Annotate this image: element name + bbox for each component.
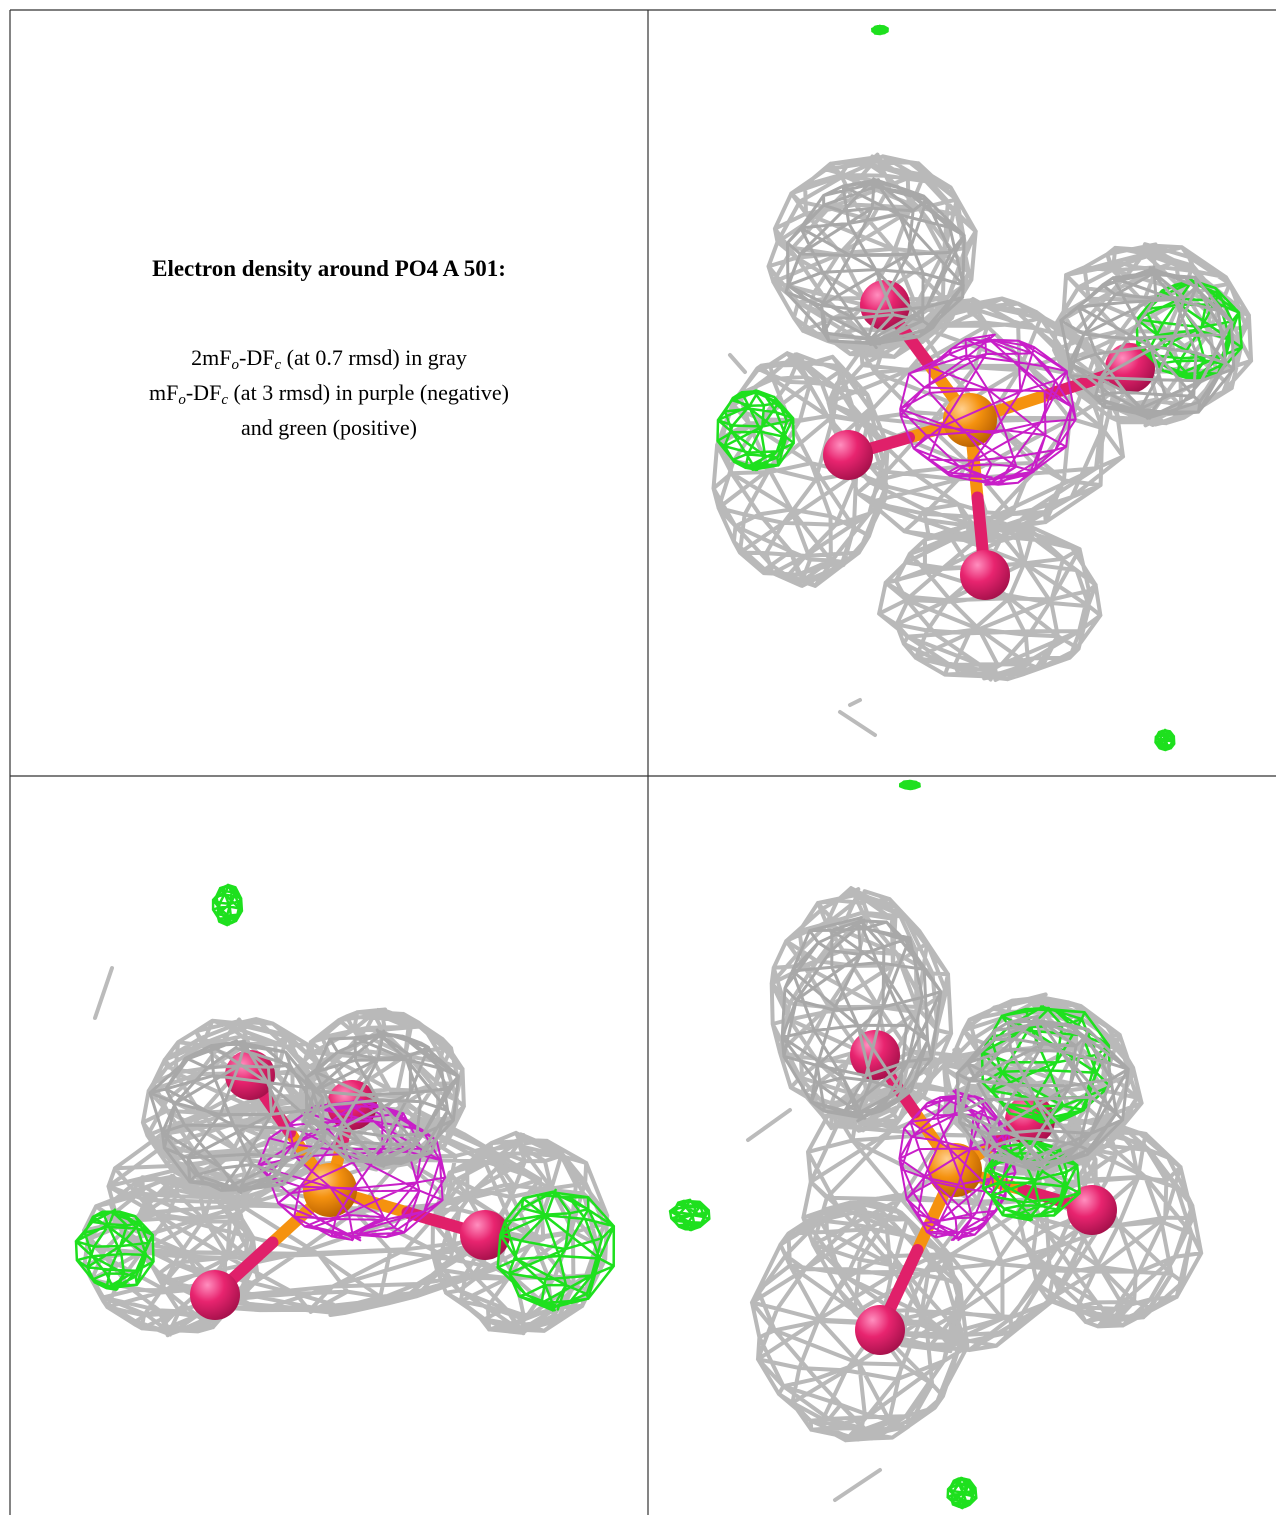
caption-line: and green (positive)	[10, 410, 648, 445]
mesh-fragment	[95, 968, 112, 1018]
caption-text: 2mF	[191, 345, 231, 370]
subscript: o	[232, 357, 240, 373]
caption-line: 2mFo-DFc (at 0.7 rmsd) in gray	[10, 340, 648, 375]
mesh-fragment	[730, 355, 745, 372]
green-mesh	[872, 26, 887, 34]
mesh-fragment	[748, 1110, 790, 1140]
gray-mesh	[879, 519, 1100, 680]
caption-text: and green (positive)	[241, 415, 417, 440]
caption-text: mF	[149, 380, 178, 405]
oxygen-atom	[1067, 1185, 1117, 1235]
oxygen-atom	[823, 430, 873, 480]
caption-text: -DF	[186, 380, 221, 405]
text-cell: Electron density around PO4 A 501: 2mFo-…	[10, 10, 648, 776]
subscript: o	[178, 392, 186, 408]
subscript: c	[221, 392, 228, 408]
green-mesh	[900, 781, 919, 789]
green-mesh	[1156, 730, 1175, 750]
green-mesh	[213, 885, 242, 925]
caption-text: -DF	[239, 345, 274, 370]
title: Electron density around PO4 A 501:	[10, 256, 648, 282]
oxygen-atom	[855, 1305, 905, 1355]
green-mesh	[948, 1478, 977, 1508]
caption-text: (at 3 rmsd) in purple (negative)	[228, 380, 509, 405]
mesh-fragment	[850, 700, 860, 705]
green-mesh	[498, 1190, 614, 1311]
oxygen-atom	[190, 1270, 240, 1320]
caption-text: (at 0.7 rmsd) in gray	[281, 345, 467, 370]
green-mesh	[670, 1200, 709, 1230]
oxygen-atom	[960, 550, 1010, 600]
caption-line: mFo-DFc (at 3 rmsd) in purple (negative)	[10, 375, 648, 410]
page: Electron density around PO4 A 501: 2mFo-…	[0, 0, 1276, 1515]
mesh-fragment	[840, 712, 875, 735]
mesh-fragment	[835, 1470, 880, 1500]
